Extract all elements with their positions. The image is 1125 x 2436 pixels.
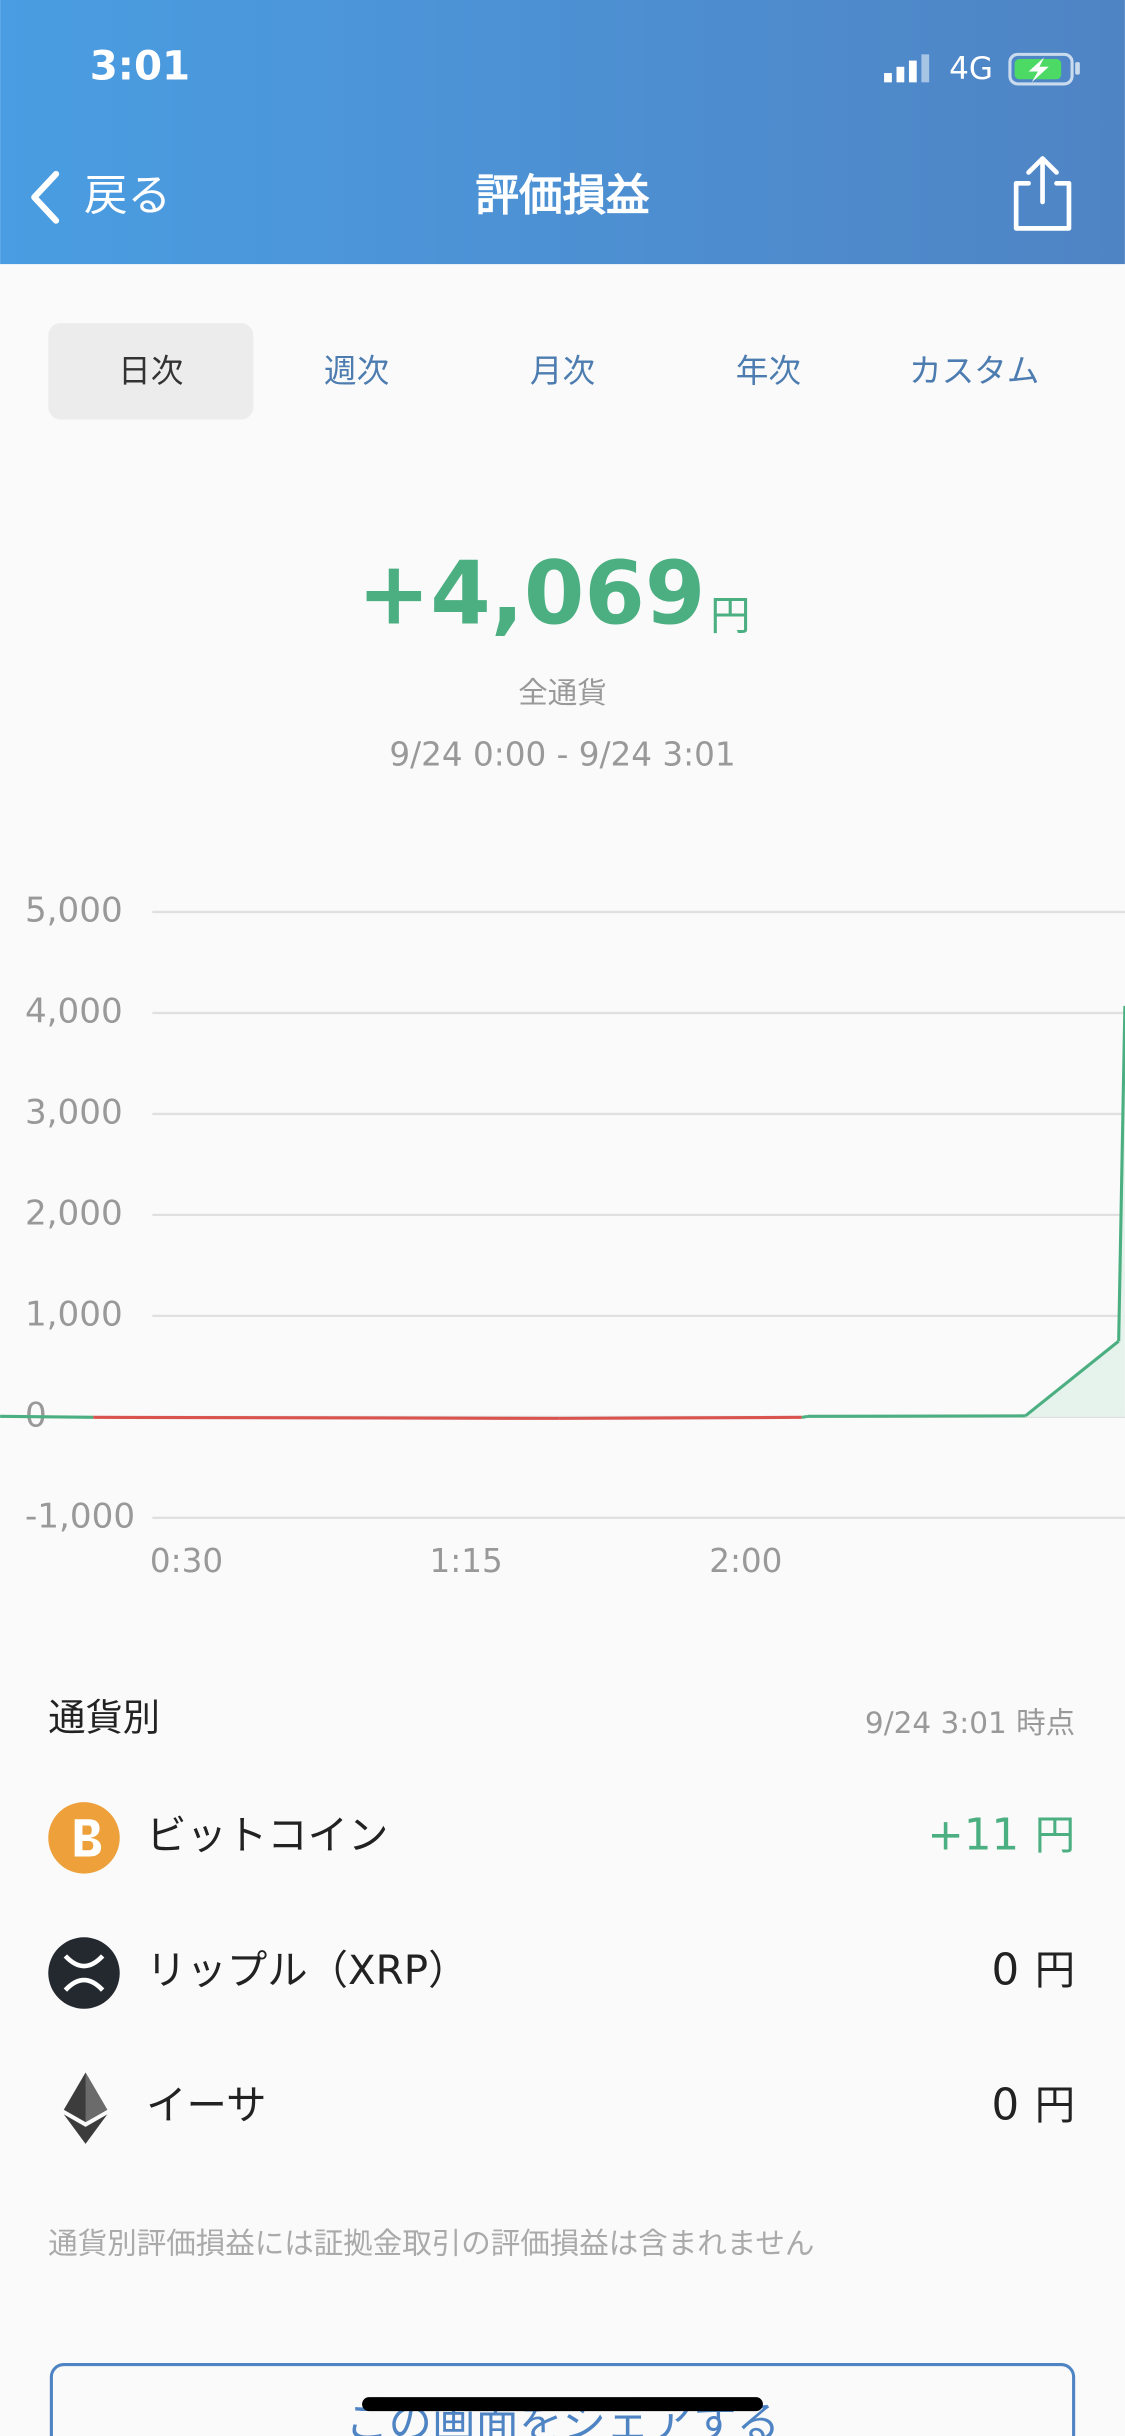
line-segment	[801, 1414, 809, 1419]
currency-unit: 円	[1035, 1812, 1075, 1859]
network-label: 4G	[949, 51, 993, 87]
tab-bar: 日次 週次 月次 年次 カスタム	[48, 323, 1039, 420]
tab[interactable]: 年次	[736, 352, 801, 390]
line-segment	[93, 1415, 560, 1420]
signal-icon	[884, 54, 930, 83]
home-indicator	[362, 2397, 763, 2412]
currency-value: +11	[927, 1810, 1019, 1860]
battery-icon	[1008, 52, 1080, 86]
currency-value: 0	[992, 1946, 1020, 1996]
nav-title: 評価損益	[476, 171, 650, 221]
line-segment	[1117, 1005, 1125, 1342]
line-segment	[559, 1415, 802, 1420]
line-segment	[1024, 1339, 1120, 1418]
tab[interactable]: 週次	[324, 352, 389, 390]
y-tick-label: 2,000	[25, 1193, 123, 1233]
y-tick-label: -1,000	[25, 1496, 135, 1536]
y-tick-label: 1,000	[25, 1294, 123, 1334]
range-label: 9/24 0:00 - 9/24 3:01	[389, 736, 735, 774]
status-time: 3:01	[90, 42, 190, 89]
scope-label: 全通貨	[518, 676, 607, 710]
back-chevron[interactable]	[31, 170, 60, 224]
note: 通貨別評価損益には証拠金取引の評価損益は含まれません	[48, 2226, 814, 2260]
currency-name: リップル（XRP）	[146, 1947, 468, 1994]
tab[interactable]: カスタム	[909, 352, 1039, 390]
line-segment	[807, 1414, 1026, 1418]
currency-unit: 円	[1035, 1947, 1075, 1994]
share-button[interactable]	[49, 2362, 1076, 2436]
header	[0, 0, 1125, 265]
y-tick-label: 4,000	[25, 991, 123, 1031]
ripple-icon	[48, 1937, 120, 2009]
bitcoin-icon	[48, 1802, 120, 1874]
y-tick-label: 3,000	[25, 1092, 123, 1132]
total-amount: +4,069	[357, 543, 705, 645]
currency-unit: 円	[1035, 2082, 1075, 2129]
timestamp: 9/24 3:01 時点	[865, 1706, 1075, 1740]
line-segment	[0, 1414, 94, 1419]
tab[interactable]: 月次	[530, 352, 595, 390]
x-tick-label: 1:15	[430, 1542, 503, 1580]
y-tick-label: 5,000	[25, 890, 123, 930]
total-unit: 円	[710, 592, 750, 639]
currency-name: イーサ	[146, 2082, 266, 2129]
tab[interactable]: 日次	[118, 352, 183, 390]
section-title: 通貨別	[48, 1695, 160, 1739]
share-icon[interactable]	[1013, 156, 1072, 231]
tab-selected	[48, 323, 254, 420]
x-tick-label: 0:30	[150, 1542, 223, 1580]
currency-value: 0	[992, 2081, 1020, 2131]
x-tick-label: 2:00	[709, 1542, 782, 1580]
ether-icon	[63, 2072, 108, 2144]
back-button[interactable]: 戻る	[84, 171, 171, 221]
currency-name: ビットコイン	[146, 1812, 388, 1859]
